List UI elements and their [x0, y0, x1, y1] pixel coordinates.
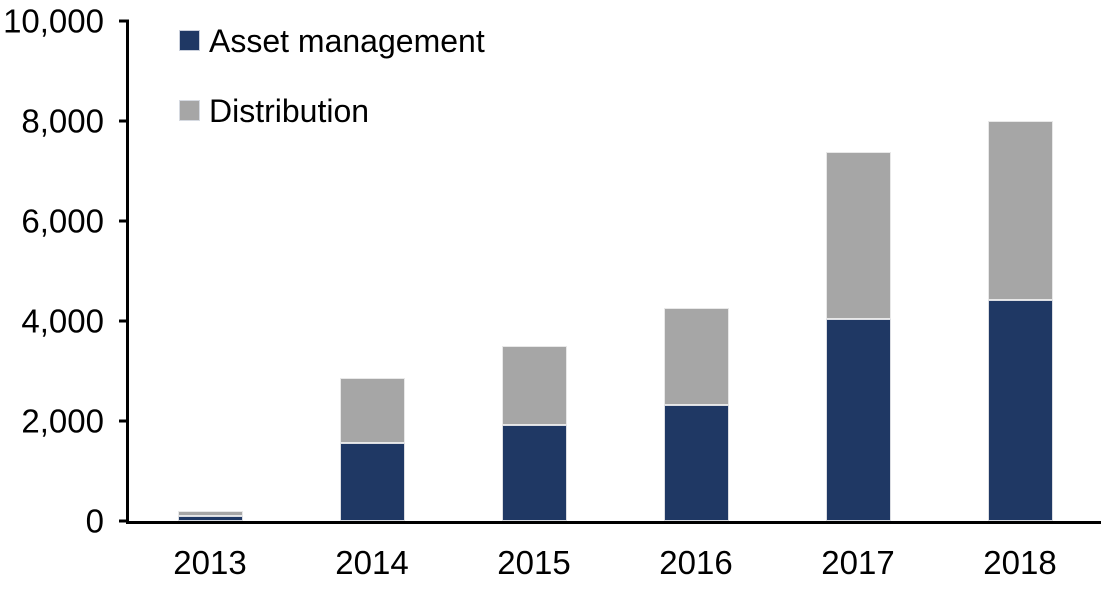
y-tick-mark	[119, 419, 129, 423]
y-tick-label: 6,000	[21, 202, 104, 240]
y-tick-mark	[119, 519, 129, 523]
x-tick-label: 2014	[335, 544, 409, 581]
legend: Asset management Distribution	[179, 25, 485, 170]
bar-segment-2016-1	[663, 308, 729, 405]
legend-label-distribution: Distribution	[209, 92, 370, 129]
y-tick-mark	[119, 219, 129, 223]
x-tick-label: 2015	[497, 544, 571, 581]
bar-segment-2014-1	[339, 377, 405, 443]
legend-label-asset-management: Asset management	[209, 22, 485, 59]
bar-segment-2014-0	[339, 442, 405, 521]
x-tick-label: 2016	[659, 544, 733, 581]
y-tick-mark	[119, 319, 129, 323]
x-tick-label: 2018	[983, 544, 1057, 581]
x-tick-label: 2017	[821, 544, 895, 581]
y-tick-label: 8,000	[21, 102, 104, 140]
y-tick-mark	[119, 119, 129, 123]
bar-segment-2018-0	[987, 300, 1053, 521]
bar-segment-2013-0	[177, 516, 243, 521]
y-tick-label: 10,000	[3, 2, 104, 40]
y-tick-label: 4,000	[21, 302, 104, 340]
legend-item-asset-management: Asset management	[179, 25, 485, 57]
bar-segment-2015-1	[501, 346, 567, 426]
asset-management-swatch-icon	[179, 30, 200, 51]
bar-segment-2016-0	[663, 405, 729, 521]
bar-segment-2015-0	[501, 425, 567, 521]
y-tick-label: 0	[85, 502, 104, 540]
bar-segment-2017-1	[825, 151, 891, 319]
plot-area	[126, 21, 1101, 524]
y-tick-mark	[119, 19, 129, 23]
bar-segment-2013-1	[177, 510, 243, 516]
x-tick-label: 2013	[173, 544, 247, 581]
legend-item-distribution: Distribution	[179, 95, 485, 127]
distribution-swatch-icon	[179, 100, 200, 121]
bar-segment-2018-1	[987, 121, 1053, 300]
y-tick-label: 2,000	[21, 402, 104, 440]
bar-segment-2017-0	[825, 318, 891, 521]
